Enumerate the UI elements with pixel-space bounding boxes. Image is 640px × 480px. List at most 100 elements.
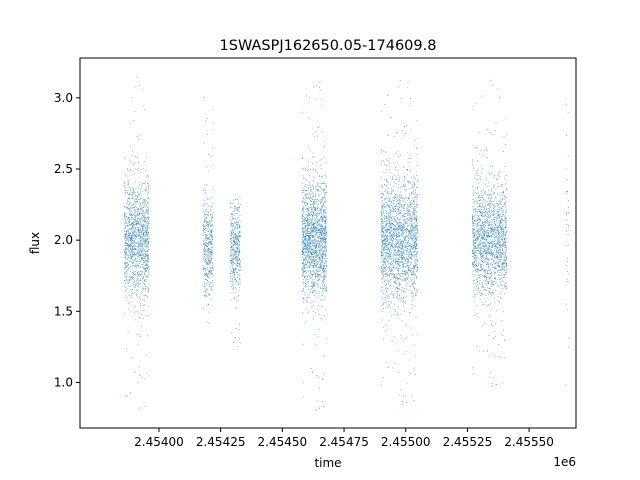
data-point: [410, 290, 412, 292]
data-point: [305, 245, 307, 246]
data-point: [320, 253, 322, 255]
data-point: [203, 221, 205, 223]
data-point: [319, 185, 321, 187]
data-point: [236, 221, 237, 223]
data-point: [145, 239, 146, 240]
data-point: [320, 232, 322, 233]
data-point: [405, 245, 407, 247]
data-point: [312, 213, 314, 215]
data-point: [324, 288, 326, 290]
data-point: [135, 283, 137, 285]
data-point: [133, 224, 135, 226]
data-point: [319, 159, 321, 161]
data-point: [393, 204, 395, 205]
data-point: [310, 225, 312, 227]
data-point: [141, 218, 143, 220]
data-point: [416, 269, 418, 271]
data-point: [208, 293, 209, 295]
data-point: [386, 217, 388, 218]
data-point: [314, 276, 316, 277]
data-point: [125, 206, 127, 208]
data-point: [143, 198, 145, 200]
data-point: [316, 84, 318, 86]
data-point: [134, 236, 136, 237]
data-point: [230, 235, 232, 236]
data-point: [207, 257, 208, 259]
data-point: [399, 230, 401, 232]
data-point: [387, 273, 389, 275]
data-point: [306, 179, 307, 181]
data-point: [411, 217, 412, 219]
data-point: [130, 242, 132, 244]
data-point: [313, 257, 315, 259]
data-point: [316, 229, 318, 231]
data-point: [315, 245, 317, 247]
data-point: [127, 233, 129, 235]
data-point: [322, 233, 324, 235]
data-point: [322, 279, 324, 281]
data-point: [135, 224, 137, 226]
data-point: [211, 235, 213, 237]
data-point: [131, 213, 133, 215]
data-point: [311, 222, 313, 224]
data-point: [415, 277, 417, 279]
data-point: [208, 258, 210, 260]
data-point: [235, 251, 236, 252]
data-point: [380, 231, 382, 233]
data-point: [123, 223, 125, 225]
data-point: [311, 208, 313, 209]
data-point: [211, 197, 213, 199]
data-point: [127, 276, 129, 278]
data-point: [134, 262, 136, 264]
data-point: [143, 251, 145, 252]
data-point: [383, 257, 385, 259]
data-point: [238, 206, 240, 208]
data-point: [138, 230, 139, 232]
data-point: [239, 262, 241, 264]
data-point: [382, 265, 384, 267]
data-point: [210, 249, 212, 251]
data-point: [137, 253, 139, 255]
data-point: [393, 281, 395, 283]
data-point: [320, 225, 322, 227]
data-point: [301, 183, 303, 185]
data-point: [380, 215, 382, 217]
data-point: [326, 200, 327, 202]
data-point: [230, 261, 232, 263]
data-point: [302, 270, 304, 272]
data-point: [130, 222, 132, 224]
data-point: [129, 243, 131, 245]
data-point: [126, 224, 128, 226]
data-point: [394, 197, 396, 199]
data-point: [128, 207, 130, 209]
data-point: [132, 207, 134, 209]
data-point: [318, 267, 320, 269]
data-point: [205, 296, 207, 298]
data-point: [146, 225, 148, 227]
data-point: [401, 287, 403, 289]
data-point: [209, 271, 211, 273]
data-point: [125, 218, 127, 220]
data-point: [325, 246, 327, 248]
data-point: [203, 243, 205, 245]
data-point: [128, 268, 130, 270]
data-point: [305, 197, 307, 199]
data-point: [310, 230, 312, 231]
data-point: [142, 288, 144, 290]
data-point: [132, 258, 134, 260]
data-point: [205, 203, 207, 205]
data-point: [313, 274, 315, 276]
data-point: [143, 239, 145, 241]
data-point: [142, 271, 144, 273]
data-point: [124, 291, 126, 292]
data-point: [135, 194, 137, 196]
data-point: [310, 200, 312, 202]
data-point: [389, 169, 391, 171]
data-point: [303, 272, 305, 274]
data-point: [324, 296, 326, 298]
data-point: [143, 200, 145, 202]
data-point: [138, 244, 139, 246]
data-point: [305, 95, 307, 97]
data-point: [233, 277, 235, 279]
data-point: [407, 209, 409, 211]
